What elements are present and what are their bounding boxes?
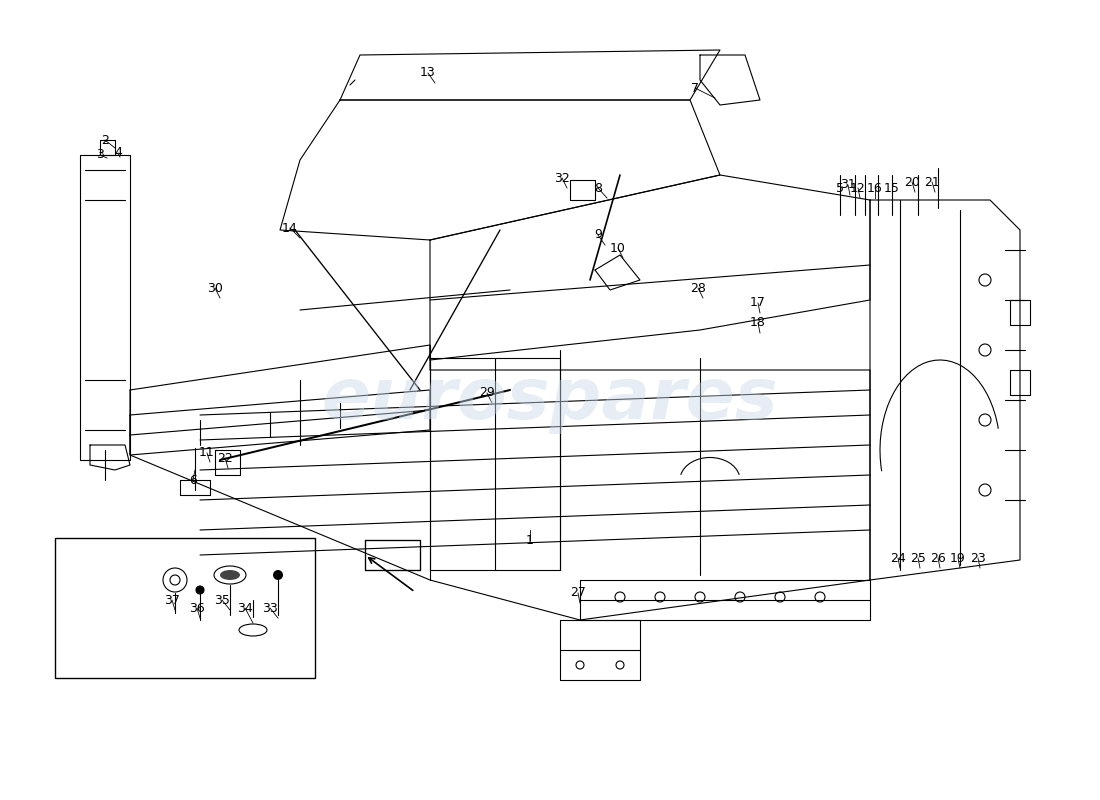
Text: 26: 26: [931, 551, 946, 565]
Text: 10: 10: [610, 242, 626, 254]
Text: 11: 11: [199, 446, 214, 459]
Text: eurospares: eurospares: [321, 366, 779, 434]
Text: 1: 1: [526, 534, 534, 546]
Text: 25: 25: [910, 551, 926, 565]
Text: 19: 19: [950, 551, 966, 565]
Text: 5: 5: [836, 182, 844, 194]
Text: 36: 36: [189, 602, 205, 614]
Bar: [55, 538, 315, 678]
Text: 2: 2: [101, 134, 109, 146]
Text: 30: 30: [207, 282, 223, 294]
Text: 34: 34: [238, 602, 253, 614]
Text: 37: 37: [164, 594, 180, 606]
Text: 24: 24: [890, 551, 906, 565]
Text: 35: 35: [214, 594, 230, 606]
Text: 9: 9: [594, 229, 602, 242]
Text: 7: 7: [691, 82, 698, 94]
Text: 31: 31: [840, 178, 856, 191]
Text: 33: 33: [262, 602, 278, 614]
Text: 21: 21: [924, 175, 939, 189]
Text: 3: 3: [96, 149, 103, 162]
Text: 14: 14: [282, 222, 298, 234]
Text: 13: 13: [420, 66, 436, 79]
Text: 32: 32: [554, 171, 570, 185]
Text: 20: 20: [904, 175, 920, 189]
Text: 27: 27: [570, 586, 586, 599]
Text: 17: 17: [750, 297, 766, 310]
Text: 8: 8: [594, 182, 602, 194]
Text: 4: 4: [114, 146, 122, 159]
Text: 12: 12: [850, 182, 866, 194]
Text: 22: 22: [217, 451, 233, 465]
Text: 23: 23: [970, 551, 986, 565]
Text: 29: 29: [480, 386, 495, 399]
Text: 15: 15: [884, 182, 900, 194]
Text: 28: 28: [690, 282, 706, 294]
Text: 6: 6: [189, 474, 197, 486]
Text: 16: 16: [867, 182, 883, 194]
Ellipse shape: [220, 570, 240, 580]
Circle shape: [273, 570, 283, 580]
Circle shape: [196, 586, 204, 594]
Text: 18: 18: [750, 317, 766, 330]
